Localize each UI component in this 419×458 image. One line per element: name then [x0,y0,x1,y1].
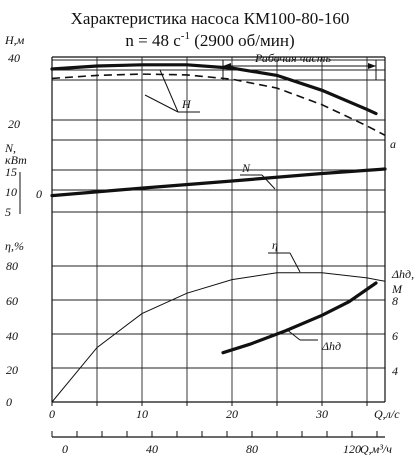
leader-N [261,174,276,190]
x-tick-label-ls: 10 [136,407,148,421]
y-tick-label-npsh: 6 [392,329,398,343]
y-tick-label-eff: 40 [6,329,18,343]
tick-labels: 0 10 20 30 Q,л/с0 40 80 120 Q,м³/чH,м4020N,кВт15… [4,33,414,456]
x-tick-label-m3h: 80 [246,442,258,456]
y-tick-label-power: 15 [5,165,17,179]
series-0-head-curve [50,63,378,116]
x-tick-label-ls: 20 [226,407,238,421]
curves [50,63,387,403]
label-eta: η [272,238,278,252]
leader-H-dashed [144,94,179,113]
y-tick-label-head: 40 [8,51,20,65]
x-tick-label-ls: 0 [49,407,55,421]
series-4-eff-curve [221,281,378,355]
y-tick-label-power: 5 [5,205,11,219]
x-axis-label-m3h: Q,м³/ч [360,442,392,456]
label-H: H [181,97,192,111]
y-tick-label-npsh: 4 [392,364,398,378]
x-tick-label-m3h: 120 [343,442,361,456]
y-axis-label-power: N, [4,141,16,155]
chart-title-line1: Характеристика насоса КМ100-80-160 [71,9,350,28]
label-N: N [241,161,251,175]
y-tick-label-eff: 20 [6,363,18,377]
y-tick-label-eff: 0 [6,395,12,409]
y-tick-label-eff: 80 [6,259,18,273]
working-range-arrowhead-right [368,63,376,69]
y-axis-label-npsh: Δhд, [391,267,414,281]
curve-labels: Ha Nη Δhд [144,69,396,353]
leader-eta [289,252,301,273]
grid-lines [52,57,385,402]
x-axis-label-ls: Q,л/с [374,407,400,421]
series-1-head-curve [51,73,386,137]
series-2-power-curve [50,167,387,198]
chart-title-line2: n = 48 с-1 (2900 об/мин) [125,30,294,50]
y-tick-label-power-zero: 0 [36,187,42,201]
leader-dh [285,328,301,341]
label-a: a [390,137,396,151]
label-dh: Δhд [321,339,341,353]
y-tick-label-head: 20 [8,117,20,131]
y-tick-label-eff: 60 [6,294,18,308]
y-axis-label-npsh-unit: М [391,282,403,296]
x-tick-label-m3h: 0 [62,442,68,456]
x-tick-label-m3h: 40 [146,442,158,456]
axes [19,56,386,438]
y-tick-label-npsh: 8 [392,294,398,308]
series-3-eff-curve [51,272,386,403]
y-axis-label-power-unit: кВт [5,153,27,167]
working-range-label: Рабочая часть [254,51,331,65]
x-tick-label-ls: 30 [315,407,328,421]
leader-H-solid [159,69,179,113]
y-axis-label-eff: η,% [5,239,24,253]
y-axis-label-head: H,м [4,33,25,47]
y-tick-label-power: 10 [5,185,17,199]
